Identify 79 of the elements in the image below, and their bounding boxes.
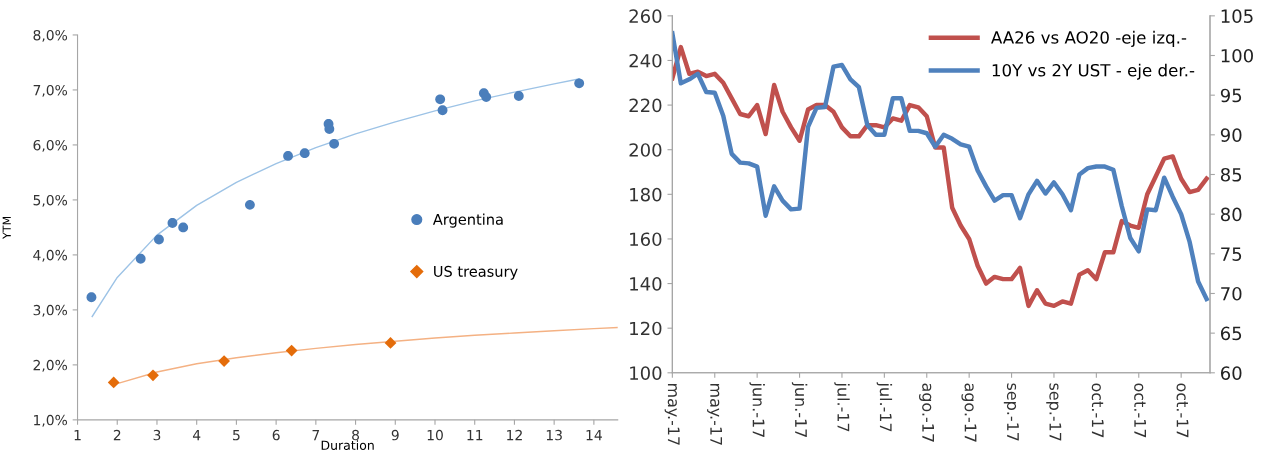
legend-label: AA26 vs AO20 -eje izq.- — [991, 30, 1187, 47]
point — [437, 105, 448, 116]
point — [167, 218, 178, 228]
point — [154, 234, 164, 245]
point — [481, 92, 492, 102]
x-tick-label: 13 — [546, 429, 562, 441]
point — [384, 336, 397, 349]
y2-tick-label: 95 — [1220, 88, 1242, 103]
y-tick-label: 140 — [630, 277, 662, 291]
point — [324, 124, 335, 134]
point — [435, 94, 446, 105]
point — [107, 376, 120, 389]
y-tick-label: 120 — [630, 321, 662, 336]
x-tick-label: oct.-17 — [1176, 383, 1189, 438]
y-tick-label: 7,0% — [33, 84, 68, 97]
y2-tick-label: 65 — [1220, 326, 1242, 341]
y-tick-label: 180 — [630, 187, 662, 202]
y2-tick-label: 75 — [1221, 247, 1242, 261]
legend-label: US treasury — [434, 265, 518, 280]
x-tick-label: 6 — [272, 429, 280, 441]
y-tick-label: 8,0% — [33, 29, 68, 42]
x-tick-label: jul.-17 — [876, 382, 893, 432]
y-tick-label: 5,0% — [33, 194, 68, 207]
x-tick-label: 1 — [74, 430, 81, 441]
point — [285, 344, 298, 357]
point — [147, 369, 159, 382]
y2-tick-label: 70 — [1221, 286, 1242, 301]
x-tick-label: 9 — [391, 429, 399, 441]
y-tick-label: 4,0% — [33, 249, 68, 262]
y-tick-label: 1,0% — [34, 414, 68, 427]
x-tick-label: oct.-17 — [1091, 383, 1104, 438]
x-tick-label: 7 — [312, 430, 320, 441]
point — [574, 78, 585, 89]
x-tick-label: 12 — [507, 429, 522, 441]
x-tick-label: jul.-17 — [834, 382, 850, 432]
y-tick-label: 200 — [629, 143, 662, 157]
x-tick-label: may.-17 — [707, 383, 722, 445]
x-tick-label: 5 — [233, 430, 240, 441]
point — [135, 253, 146, 264]
y2-tick-label: 85 — [1220, 167, 1242, 182]
y2-tick-label: 100 — [1221, 48, 1253, 63]
y-tick-label: 2,0% — [33, 359, 68, 372]
x-tick-label: may.-17 — [664, 383, 680, 445]
y-tick-label: 100 — [630, 366, 662, 380]
x-tick-label: 14 — [586, 430, 602, 441]
x-tick-label: 11 — [467, 430, 483, 441]
point — [283, 151, 293, 161]
x-tick-label: ago.-17 — [961, 383, 977, 442]
y2-tick-label: 105 — [1221, 9, 1253, 23]
point — [513, 91, 524, 101]
point — [299, 148, 310, 159]
x-tick-label: jun.-17 — [749, 382, 765, 438]
point — [86, 292, 97, 303]
x-tick-label: sep.-17 — [1003, 383, 1019, 441]
point — [178, 222, 189, 233]
x-tick-label: 8 — [352, 429, 360, 441]
x-tick-label: ago.-17 — [919, 383, 934, 442]
y-axis-title: YTM — [2, 216, 11, 240]
x-tick-label: 4 — [192, 430, 201, 441]
x-tick-label: oct.-17 — [1134, 383, 1146, 438]
y-tick-label: 6,0% — [33, 139, 68, 152]
y2-tick-label: 90 — [1220, 128, 1242, 142]
point — [329, 138, 340, 149]
point — [245, 199, 255, 210]
legend-label: Argentina — [432, 213, 503, 228]
y-tick-label: 3,0% — [33, 304, 68, 317]
y-tick-label: 220 — [629, 98, 662, 113]
x-tick-label: sep.-17 — [1046, 383, 1062, 441]
legend-label: 10Y vs 2Y UST - eje der.- — [992, 63, 1195, 80]
y2-tick-label: 60 — [1220, 366, 1242, 380]
x-tick-label: 2 — [113, 429, 121, 441]
y-tick-label: 240 — [629, 53, 662, 68]
y2-tick-label: 80 — [1220, 207, 1242, 222]
x-tick-label: jun.-17 — [791, 382, 808, 438]
x-tick-label: 10 — [427, 429, 443, 441]
y-tick-label: 160 — [630, 232, 662, 247]
y-tick-label: 260 — [629, 9, 662, 23]
x-axis-title: Duration — [321, 440, 374, 450]
x-tick-label: 3 — [153, 429, 161, 441]
